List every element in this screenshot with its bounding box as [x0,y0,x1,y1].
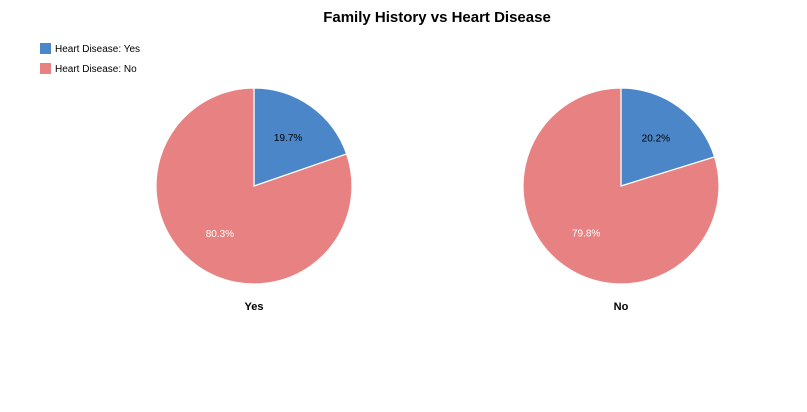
pie-chart-yes: 19.7% 80.3% [155,87,353,285]
pie-caption-no: No [614,301,629,313]
pie-caption-yes: Yes [245,301,264,313]
pie-slice-yes-heart-disease-no [155,87,353,285]
legend-swatch-heart-disease-no [40,63,51,74]
pie-slice-no-heart-disease-no [522,87,720,285]
slice-label-yes-heart-disease-no: 80.3% [206,229,234,240]
legend-swatch-heart-disease-yes [40,43,51,54]
legend: Heart Disease: Yes Heart Disease: No [40,43,140,75]
pie-chart-no: 20.2% 79.8% [522,87,720,285]
slice-label-yes-heart-disease-yes: 19.7% [274,133,302,144]
slice-label-no-heart-disease-no: 79.8% [572,228,600,239]
legend-label-heart-disease-yes: Heart Disease: Yes [55,44,140,55]
legend-label-heart-disease-no: Heart Disease: No [55,64,137,75]
slice-label-no-heart-disease-yes: 20.2% [642,134,670,145]
chart-title: Family History vs Heart Disease [323,9,551,26]
pie-slice-no-heart-disease-yes [620,87,716,187]
